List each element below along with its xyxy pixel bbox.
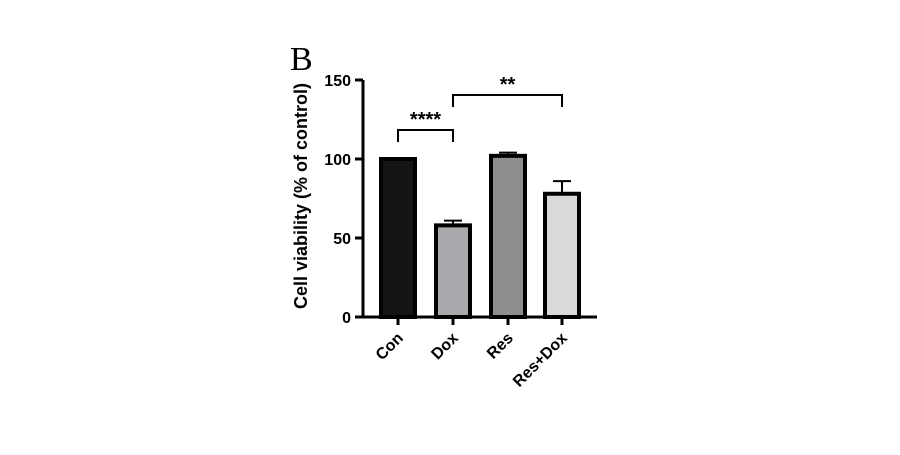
x-category-label: Res+Dox [510,330,571,391]
panel-label: B [290,41,313,78]
bar-res-dox [543,191,581,319]
x-category-label: Res [484,330,517,363]
y-tick-label: 0 [342,310,351,327]
significance-label: ** [500,74,516,96]
significance-bracket [397,129,454,142]
significance-annotations: ****** [397,74,563,142]
bar-dox [434,223,472,319]
bar-res [489,153,527,319]
bar-con [379,157,417,319]
x-category-label: Dox [428,330,461,363]
y-tick-label: 100 [324,152,351,169]
bars [379,151,581,319]
y-axis-title: Cell viability (% of control) [291,83,311,309]
y-tick-label: 150 [324,73,351,90]
y-tick-label: 50 [333,231,351,248]
x-category-label: Con [373,330,407,364]
significance-bracket [452,94,563,107]
significance-label: **** [410,109,441,131]
